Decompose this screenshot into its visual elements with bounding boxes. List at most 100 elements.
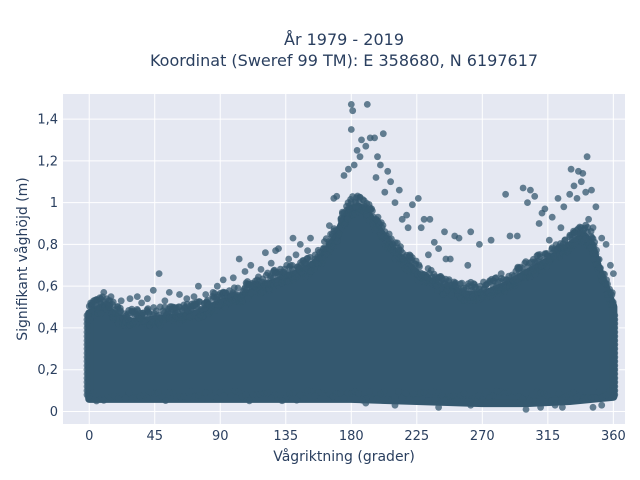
scatter-point	[234, 284, 242, 292]
scatter-point	[610, 301, 617, 308]
scatter-point	[241, 268, 249, 275]
scatter-point	[326, 222, 333, 230]
scatter-point	[602, 241, 610, 248]
scatter-point	[398, 394, 406, 402]
x-tick-label: 180	[339, 429, 364, 444]
scatter-point	[582, 188, 590, 196]
scatter-point	[117, 297, 125, 305]
scatter-point	[366, 388, 373, 395]
scatter-point	[425, 251, 432, 259]
scatter-point	[289, 389, 297, 397]
scatter-point	[262, 249, 269, 257]
scatter-point	[380, 388, 388, 395]
scatter-point	[409, 201, 416, 209]
scatter-point	[209, 289, 217, 296]
scatter-point	[506, 232, 514, 240]
scatter-point	[321, 245, 329, 253]
scatter-point	[293, 273, 301, 280]
scatter-point	[195, 282, 202, 290]
scatter-point	[381, 188, 389, 196]
scatter-point	[430, 238, 438, 246]
y-tick-label: 0,8	[37, 238, 58, 253]
scatter-point	[467, 228, 475, 236]
scatter-point	[293, 396, 301, 404]
scatter-point	[435, 245, 442, 253]
scatter-point	[195, 298, 203, 305]
scatter-point	[89, 389, 97, 397]
scatter-point	[537, 403, 544, 411]
scatter-point	[455, 234, 463, 242]
scatter-point	[126, 295, 134, 303]
scatter-point	[300, 395, 308, 402]
scatter-point	[371, 134, 378, 142]
scatter-point	[330, 243, 337, 251]
scatter-point	[267, 259, 275, 267]
scatter-point	[402, 389, 410, 397]
scatter-point	[478, 396, 486, 403]
scatter-point	[415, 261, 423, 269]
scatter-point	[161, 297, 169, 305]
scatter-point	[239, 297, 246, 304]
scatter-point	[337, 389, 344, 397]
chart-title-line-1: År 1979 - 2019	[284, 30, 404, 49]
scatter-point	[544, 392, 552, 400]
scatter-point	[391, 401, 399, 409]
scatter-point	[264, 389, 271, 397]
scatter-point	[404, 224, 412, 232]
x-tick-label: 0	[85, 429, 93, 444]
scatter-point	[133, 293, 141, 300]
scatter-point	[138, 299, 146, 307]
scatter-point	[116, 304, 124, 312]
scatter-point	[349, 107, 357, 115]
scatter-point	[199, 312, 207, 320]
x-tick-label: 225	[404, 429, 429, 444]
scatter-point	[414, 195, 422, 202]
scatter-point	[513, 232, 521, 240]
scatter-point	[155, 270, 163, 277]
scatter-point	[445, 276, 453, 283]
scatter-point	[187, 387, 195, 395]
scatter-point	[597, 264, 604, 272]
scatter-point	[460, 390, 468, 397]
scatter-point	[229, 274, 237, 282]
scatter-point	[335, 232, 342, 239]
chart-title-line-2: Koordinat (Sweref 99 TM): E 358680, N 61…	[150, 51, 538, 70]
scatter-point	[607, 261, 614, 269]
scatter-point	[235, 255, 243, 263]
scatter-point	[289, 234, 297, 242]
scatter-point	[442, 255, 450, 263]
scatter-point	[420, 215, 428, 223]
scatter-point	[260, 288, 268, 295]
scatter-point	[87, 299, 95, 307]
y-tick-label: 1,4	[37, 113, 58, 128]
scatter-point	[504, 388, 512, 396]
scatter-point	[588, 186, 595, 194]
scatter-point	[272, 247, 279, 255]
scatter-point	[497, 270, 505, 277]
scatter-point	[395, 388, 402, 395]
scatter-point	[377, 161, 384, 169]
scatter-point	[391, 393, 399, 401]
scatter-point	[363, 101, 371, 108]
scatter-point	[184, 395, 191, 403]
scatter-point	[606, 387, 614, 395]
scatter-point	[577, 178, 585, 186]
scatter-point	[213, 394, 221, 402]
scatter-point	[162, 397, 170, 404]
scatter-point	[551, 395, 559, 403]
scatter-point	[242, 391, 250, 398]
scatter-point	[227, 392, 235, 399]
scatter-point	[307, 388, 315, 395]
scatter-point	[275, 390, 282, 398]
y-axis-title: Signifikant våghöjd (m)	[14, 177, 31, 340]
scatter-point	[345, 209, 352, 217]
scatter-point	[476, 241, 483, 248]
scatter-point	[350, 161, 358, 169]
scatter-point	[403, 211, 410, 219]
scatter-point	[595, 388, 603, 396]
scatter-point	[420, 389, 428, 396]
scatter-point	[551, 401, 559, 409]
scatter-point	[149, 286, 157, 294]
scatter-point	[575, 167, 582, 175]
